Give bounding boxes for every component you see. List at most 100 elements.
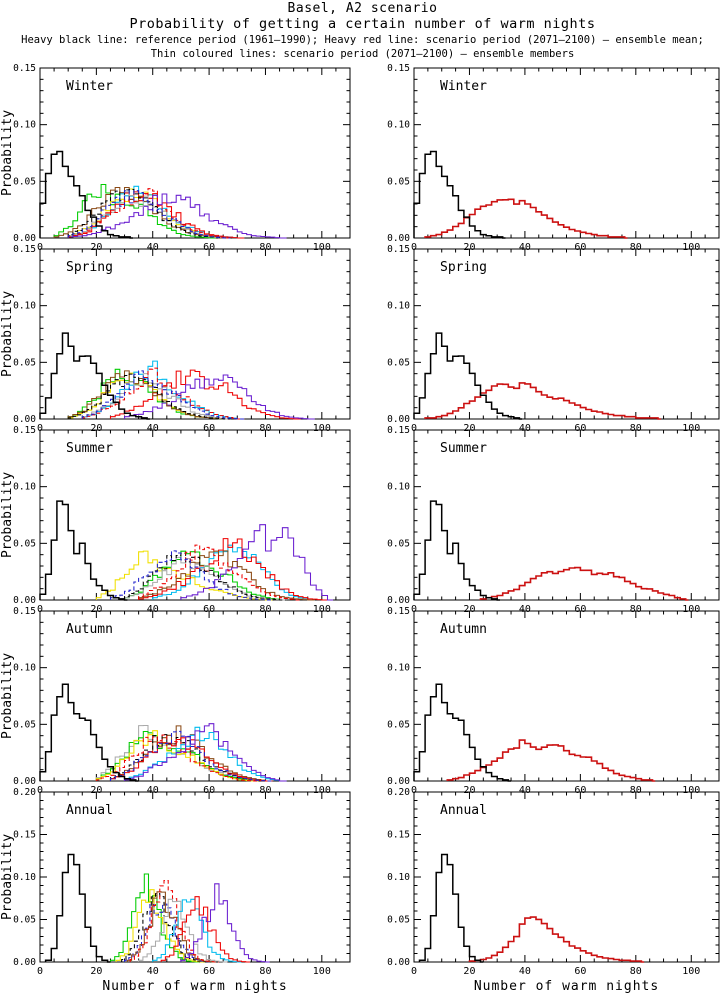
- y-tick-label: 0.15: [13, 425, 36, 436]
- y-tick-label: 0.10: [387, 663, 410, 674]
- series-reference: [39, 332, 150, 420]
- y-tick-label: 0.00: [13, 776, 36, 787]
- y-tick-label: 0.05: [13, 538, 36, 549]
- x-tick-label: 20: [90, 966, 102, 977]
- series-member-4: [109, 369, 301, 420]
- y-axis-label: Probability: [0, 834, 15, 920]
- series-reference: [39, 683, 139, 782]
- y-tick-label: 0.20: [13, 787, 36, 798]
- x-tick-label: 60: [574, 966, 586, 977]
- x-tick-label: 0: [37, 966, 43, 977]
- x-tick-label: 60: [574, 242, 586, 253]
- y-tick-label: 0.00: [387, 957, 410, 968]
- x-tick-label: 100: [313, 785, 331, 796]
- y-tick-label: 0.10: [13, 482, 36, 493]
- series-ensemble-mean: [424, 198, 628, 239]
- series-ensemble-mean: [424, 382, 661, 420]
- y-tick-label: 0.15: [387, 830, 410, 841]
- x-tick-label: 100: [682, 242, 700, 253]
- series-member-9: [67, 188, 231, 239]
- x-tick-label: 40: [147, 242, 159, 253]
- x-tick-label: 100: [682, 604, 700, 615]
- x-tick-label: 80: [630, 604, 642, 615]
- y-tick-label: 0.05: [387, 915, 410, 926]
- y-tick-label: 0.10: [13, 872, 36, 883]
- series-member-5: [109, 734, 273, 782]
- x-tick-label: 80: [630, 423, 642, 434]
- x-tick-label: 0: [37, 785, 43, 796]
- x-tick-label: 60: [574, 423, 586, 434]
- y-tick-label: 0.15: [387, 63, 410, 74]
- x-tick-label: 60: [574, 604, 586, 615]
- x-axis-label: Number of warm nights: [474, 979, 659, 994]
- y-axis-label: Probability: [0, 110, 15, 196]
- series-member-9: [123, 723, 287, 782]
- series-member-10: [109, 730, 273, 782]
- x-tick-label: 60: [203, 604, 215, 615]
- y-tick-label: 0.05: [13, 719, 36, 730]
- series-member-7: [138, 898, 228, 963]
- panel-season-label: Annual: [66, 803, 113, 818]
- panel-spring-members: 0 20 40 60 80 100 0.00 0.05 0.10 0.15 Spring Probab…: [0, 244, 351, 434]
- panel-autumn-members: 0 20 40 60 80 100 0.00 0.05 0.10 0.15 Autumn Probab…: [0, 606, 351, 796]
- series-member-3: [81, 360, 245, 420]
- figure-subtitle: Probability of getting a certain number …: [129, 16, 596, 32]
- series-member-7: [95, 734, 259, 782]
- x-tick-label: 40: [147, 423, 159, 434]
- series-member-8: [123, 726, 287, 782]
- y-tick-label: 0.15: [13, 244, 36, 255]
- x-tick-label: 20: [463, 966, 475, 977]
- y-tick-label: 0.00: [13, 233, 36, 244]
- x-tick-label: 0: [411, 423, 417, 434]
- series-member-4: [123, 903, 214, 963]
- x-tick-label: 20: [463, 604, 475, 615]
- y-tick-label: 0.05: [387, 719, 410, 730]
- series-reference: [418, 853, 484, 963]
- series-ensemble-mean: [468, 916, 645, 963]
- y-tick-label: 0.10: [13, 120, 36, 131]
- y-tick-label: 0.00: [13, 957, 36, 968]
- panel-summer-mean: 0 20 40 60 80 100 0.00 0.05 0.10 0.15 Summer: [387, 425, 720, 615]
- x-tick-label: 20: [90, 242, 102, 253]
- x-tick-label: 100: [682, 423, 700, 434]
- y-axis-label: Probability: [0, 653, 15, 739]
- y-tick-label: 0.00: [387, 233, 410, 244]
- panel-season-label: Winter: [66, 79, 113, 94]
- series-reference: [413, 332, 523, 420]
- x-tick-label: 80: [259, 604, 271, 615]
- x-tick-label: 20: [463, 423, 475, 434]
- panel-season-label: Annual: [440, 803, 487, 818]
- panel-season-label: Summer: [66, 441, 113, 456]
- series-member-2: [115, 889, 205, 963]
- x-tick-label: 80: [630, 966, 642, 977]
- y-tick-label: 0.15: [13, 830, 36, 841]
- x-tick-label: 100: [313, 604, 331, 615]
- series-reference: [413, 683, 511, 782]
- series-member-10: [81, 370, 245, 420]
- x-tick-label: 0: [411, 966, 417, 977]
- x-tick-label: 40: [147, 785, 159, 796]
- panel-season-label: Summer: [440, 441, 487, 456]
- y-tick-label: 0.10: [387, 872, 410, 883]
- x-tick-label: 20: [90, 423, 102, 434]
- y-tick-label: 0.10: [387, 482, 410, 493]
- y-tick-label: 0.00: [13, 595, 36, 606]
- legend-line-1: Heavy black line: reference period (1961…: [21, 34, 704, 46]
- panel-season-label: Winter: [440, 79, 487, 94]
- panel-season-label: Spring: [66, 260, 113, 275]
- y-tick-label: 0.10: [13, 663, 36, 674]
- x-axis-label: Number of warm nights: [102, 979, 287, 994]
- series-member-8: [123, 552, 287, 601]
- x-tick-label: 0: [411, 604, 417, 615]
- y-tick-label: 0.20: [387, 787, 410, 798]
- series-member-10: [109, 550, 273, 601]
- x-tick-label: 20: [463, 785, 475, 796]
- series-member-5: [180, 524, 334, 601]
- series-member-6: [129, 879, 219, 963]
- x-tick-label: 40: [147, 966, 159, 977]
- series-member-2: [123, 550, 287, 601]
- y-tick-label: 0.00: [387, 776, 410, 787]
- x-tick-label: 0: [37, 242, 43, 253]
